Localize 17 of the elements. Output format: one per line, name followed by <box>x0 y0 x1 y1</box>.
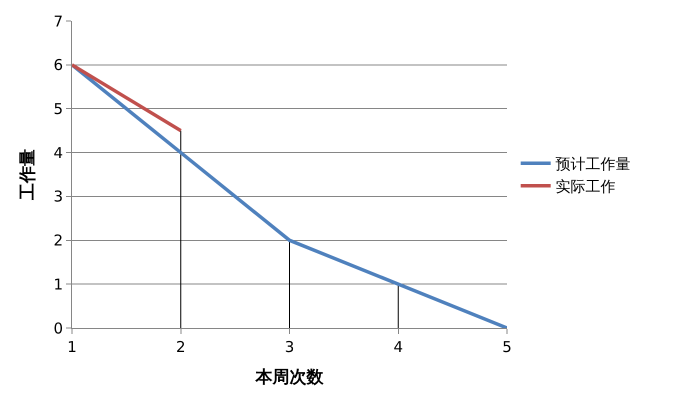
x-tick-label: 1 <box>67 338 77 356</box>
y-tick-label: 1 <box>53 275 63 294</box>
legend-label: 预计工作量 <box>556 155 631 174</box>
x-axis-title: 本周次数 <box>254 367 324 388</box>
x-tick-label: 4 <box>393 338 404 356</box>
y-axis-title: 工作量 <box>18 149 38 201</box>
y-tick-label: 4 <box>53 144 63 162</box>
y-tick-label: 0 <box>53 319 63 338</box>
y-tick-label: 3 <box>53 188 63 206</box>
x-tick-label: 2 <box>176 338 186 356</box>
x-tick-label: 5 <box>502 338 512 356</box>
x-tick-label: 3 <box>284 338 294 356</box>
y-tick-label: 7 <box>53 12 63 30</box>
y-tick-label: 6 <box>53 56 63 74</box>
y-tick-label: 5 <box>53 100 63 118</box>
y-tick-label: 2 <box>53 232 63 250</box>
legend-label: 实际工作 <box>556 178 616 196</box>
